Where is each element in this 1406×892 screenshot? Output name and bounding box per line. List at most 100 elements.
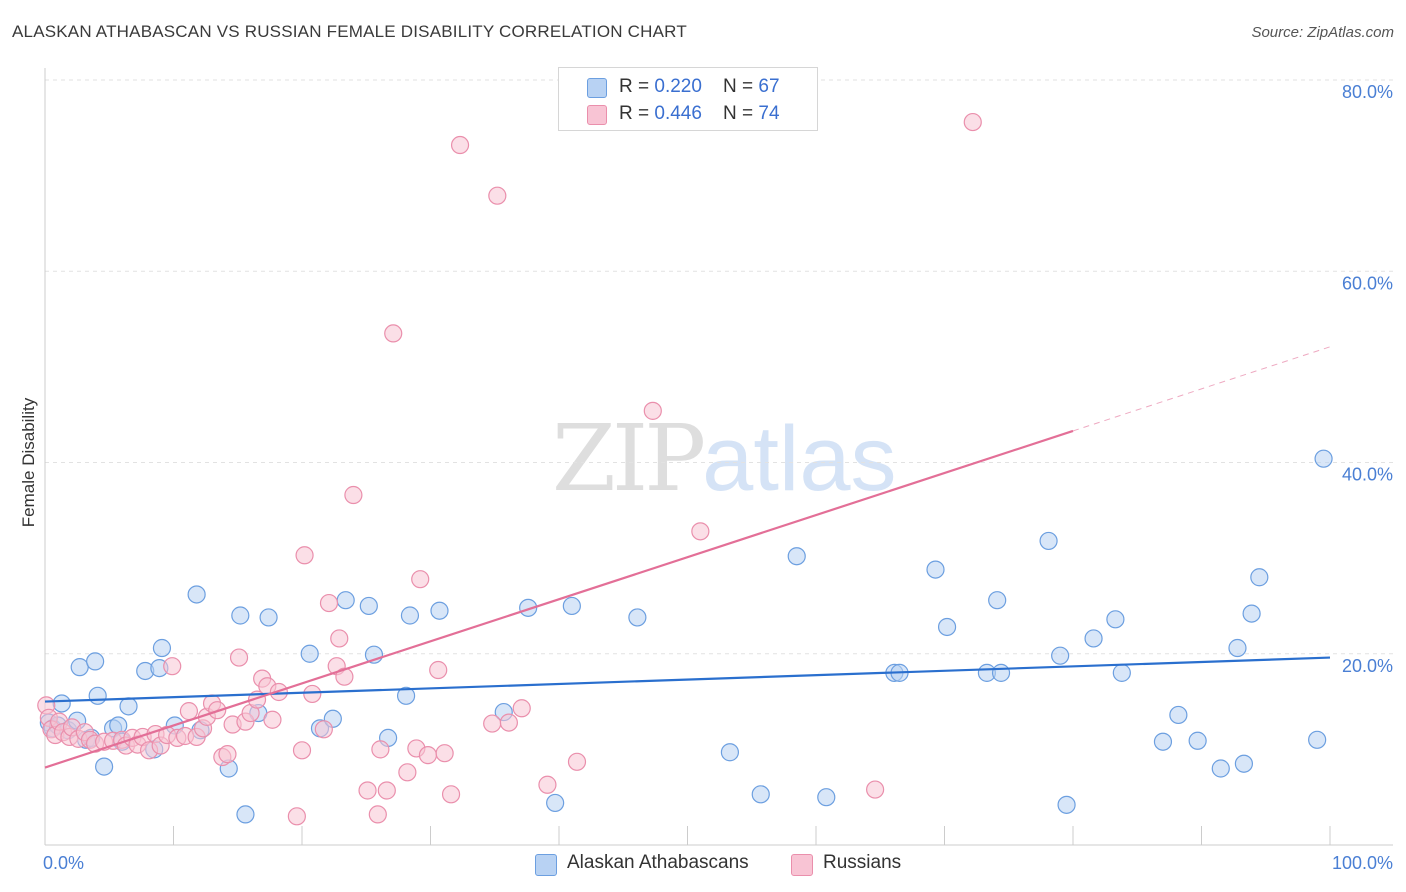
russian-point — [643, 401, 662, 420]
athabascan-point — [1112, 663, 1131, 682]
athabascan-point — [259, 608, 278, 627]
athabascan-point — [1169, 705, 1188, 725]
athabascan-point — [1314, 449, 1333, 468]
russian-point — [218, 745, 237, 764]
bottom-legend-label: Russians — [823, 852, 902, 873]
russian-point — [358, 781, 377, 800]
athabascan-point — [628, 608, 647, 627]
y-tick-label: 20.0% — [1342, 656, 1393, 676]
russian-point — [483, 714, 502, 733]
russian-point — [344, 485, 363, 505]
athabascan-point — [1228, 638, 1247, 658]
russian-point — [418, 746, 438, 765]
chart-title: ALASKAN ATHABASCAN VS RUSSIAN FEMALE DIS… — [12, 22, 687, 41]
russian-point — [368, 805, 387, 824]
athabascan-point — [720, 743, 740, 762]
athabascan-point — [1106, 610, 1125, 629]
russian-point — [963, 112, 982, 132]
x-tick-label: 0.0% — [43, 853, 84, 873]
athabascan-point — [991, 663, 1011, 682]
athabascan-point — [787, 547, 806, 566]
russian-point — [429, 660, 448, 680]
watermark-zip: ZIP — [552, 405, 706, 512]
athabascan-point — [86, 652, 105, 671]
legend-swatch-blue — [587, 78, 607, 98]
russian-point — [411, 570, 430, 589]
russian-point — [229, 648, 249, 667]
athabascan-point — [430, 601, 449, 620]
legend-n-value: 67 — [758, 76, 780, 97]
athabascan-point — [70, 658, 89, 677]
russian-point — [512, 699, 531, 718]
athabascan-trendline — [44, 656, 1331, 703]
legend-n-label: N = — [723, 76, 759, 97]
russian-point — [335, 667, 354, 686]
athabascan-point — [231, 606, 250, 625]
russian-point — [314, 720, 333, 739]
athabascan-point — [336, 591, 355, 610]
athabascan-point — [187, 585, 206, 604]
athabascan-point — [1308, 730, 1327, 749]
athabascan-point — [1051, 646, 1070, 665]
watermark: ZIPatlas — [552, 405, 897, 512]
russian-point — [371, 740, 390, 759]
russian-point — [163, 657, 182, 676]
legend-r-label: R = — [619, 103, 655, 124]
russian-point — [450, 135, 470, 155]
russian-point — [691, 522, 710, 541]
bottom-legend-swatch-blue — [535, 854, 557, 876]
russian-point — [330, 629, 349, 648]
russian-point — [866, 780, 885, 799]
legend-r-value: 0.220 — [654, 76, 702, 97]
legend-n-value: 74 — [758, 103, 780, 124]
athabascan-point — [926, 560, 945, 579]
russian-point — [538, 775, 557, 794]
russian-point — [377, 781, 396, 800]
y-tick-label: 40.0% — [1342, 465, 1393, 485]
y-axis-title: Female Disability — [19, 397, 38, 527]
y-tick-label: 60.0% — [1342, 273, 1393, 293]
athabascan-point — [88, 686, 107, 705]
russian-trendline-extension — [1072, 346, 1331, 432]
russian-point — [384, 324, 403, 343]
russian-point — [287, 807, 306, 826]
russian-point — [488, 186, 507, 205]
athabascan-point — [1234, 754, 1254, 773]
legend-r-label: R = — [619, 76, 655, 97]
legend-r-value: 0.446 — [654, 103, 702, 124]
x-tick-label: 100.0% — [1332, 853, 1393, 873]
athabascan-point — [546, 793, 565, 813]
athabascan-point — [1153, 732, 1173, 751]
athabascan-point — [152, 638, 172, 658]
athabascan-point — [519, 598, 538, 617]
athabascan-point — [1057, 795, 1076, 814]
athabascan-point — [817, 788, 836, 807]
russian-point — [319, 593, 339, 613]
russian-point — [435, 744, 454, 763]
athabascan-point — [1039, 531, 1058, 551]
athabascan-point — [1250, 568, 1269, 587]
athabascan-point — [396, 686, 416, 705]
athabascan-point — [52, 694, 71, 713]
athabascan-point — [400, 606, 420, 625]
athabascan-point — [751, 785, 770, 804]
athabascan-point — [300, 644, 319, 663]
athabascan-point — [359, 596, 378, 616]
russian-point — [303, 684, 322, 704]
correlation-legend: R = 0.220 N = 67 R = 0.446 N = 74 — [558, 67, 818, 131]
watermark-atlas: atlas — [702, 408, 897, 510]
bottom-legend-swatch-pink — [791, 854, 813, 876]
russian-point — [441, 785, 461, 804]
russian-point — [263, 710, 282, 729]
athabascan-point — [1211, 759, 1230, 778]
athabascan-point — [937, 617, 957, 637]
russian-point — [499, 713, 518, 732]
athabascan-point — [562, 596, 581, 616]
russian-point — [398, 763, 417, 782]
legend-swatch-pink — [587, 105, 607, 125]
athabascan-point — [119, 697, 138, 716]
athabascan-point — [95, 757, 114, 776]
athabascan-point — [1084, 629, 1103, 648]
legend-n-label: N = — [723, 103, 759, 124]
